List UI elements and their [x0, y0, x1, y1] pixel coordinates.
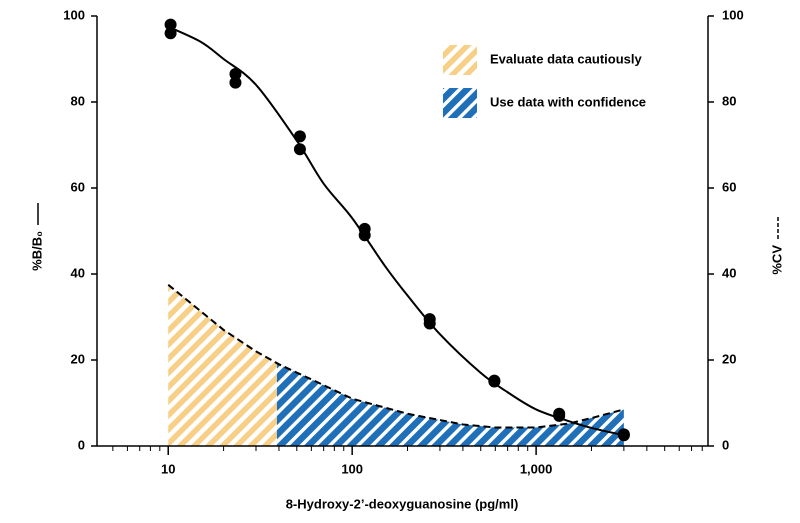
- y2-tick-label: 20: [722, 351, 736, 366]
- y-tick-label: 20: [71, 351, 85, 366]
- y2-tick-label: 60: [722, 179, 736, 194]
- y2-tick-label: 80: [722, 93, 736, 108]
- y-tick-label: 100: [63, 7, 85, 22]
- y2-axis-label: %CV: [769, 245, 784, 275]
- cv-line: [167, 283, 625, 429]
- legend-swatch: [443, 88, 477, 118]
- y2-tick-label: 0: [722, 437, 729, 452]
- point: [617, 429, 630, 442]
- point: [488, 375, 501, 388]
- x-axis-label: 8-Hydroxy-2’-deoxyguanosine (pg/ml): [286, 496, 519, 511]
- point: [293, 143, 306, 156]
- y-tick-label: 80: [71, 93, 85, 108]
- legend-label: Use data with confidence: [490, 94, 646, 109]
- x-tick-label: 1,000: [520, 461, 553, 476]
- x-tick-label: 100: [341, 461, 363, 476]
- point: [293, 130, 306, 143]
- point: [164, 27, 177, 40]
- point: [164, 18, 177, 31]
- x-tick-label: 10: [161, 461, 175, 476]
- point: [423, 317, 436, 330]
- y-axis-label-group: %B/B₀: [29, 203, 44, 271]
- y-tick-label: 0: [78, 437, 85, 452]
- region: [276, 363, 624, 446]
- point: [358, 229, 371, 242]
- point: [553, 409, 566, 422]
- point: [229, 68, 242, 81]
- y2-tick-label: 40: [722, 265, 736, 280]
- point: [229, 76, 242, 89]
- legend-label: Evaluate data cautiously: [490, 51, 642, 66]
- legend-swatch: [443, 45, 477, 75]
- region: [168, 284, 277, 446]
- y2-axis-label-group: %CV: [769, 217, 784, 275]
- y-axis-label: %B/B₀: [29, 231, 44, 271]
- y2-tick-label: 100: [722, 7, 744, 22]
- y-tick-label: 40: [71, 265, 85, 280]
- y-tick-label: 60: [71, 179, 85, 194]
